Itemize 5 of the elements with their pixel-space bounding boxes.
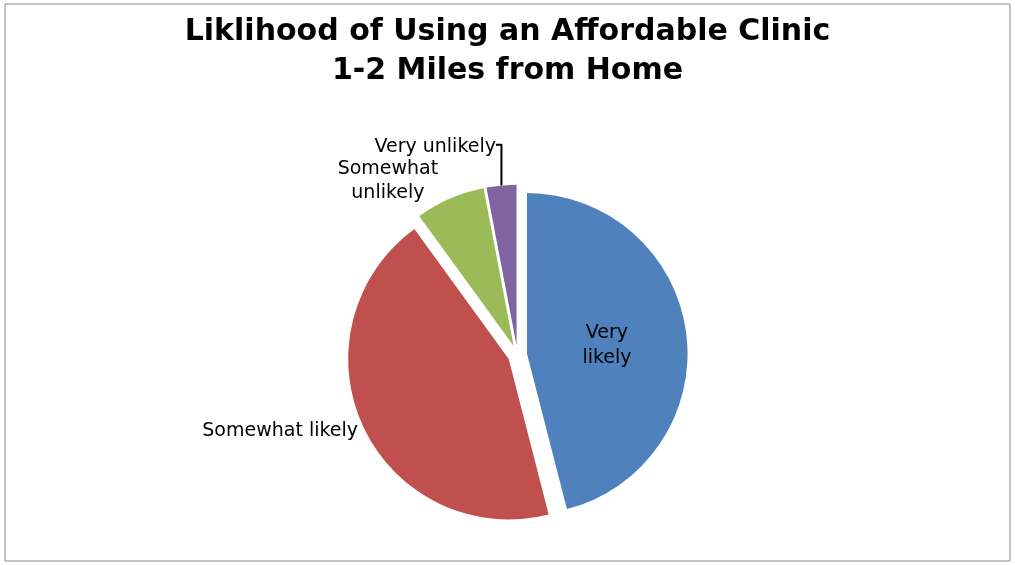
slice-label: Very unlikely [374,133,496,156]
slice-label: Somewhat likely [202,418,358,441]
slice-label: Very likely [582,320,632,367]
slice-label: Somewhat unlikely [337,155,439,203]
chart-title: Liklihood of Using an Affordable Clinic 1-2 Miles from Home [184,11,831,86]
